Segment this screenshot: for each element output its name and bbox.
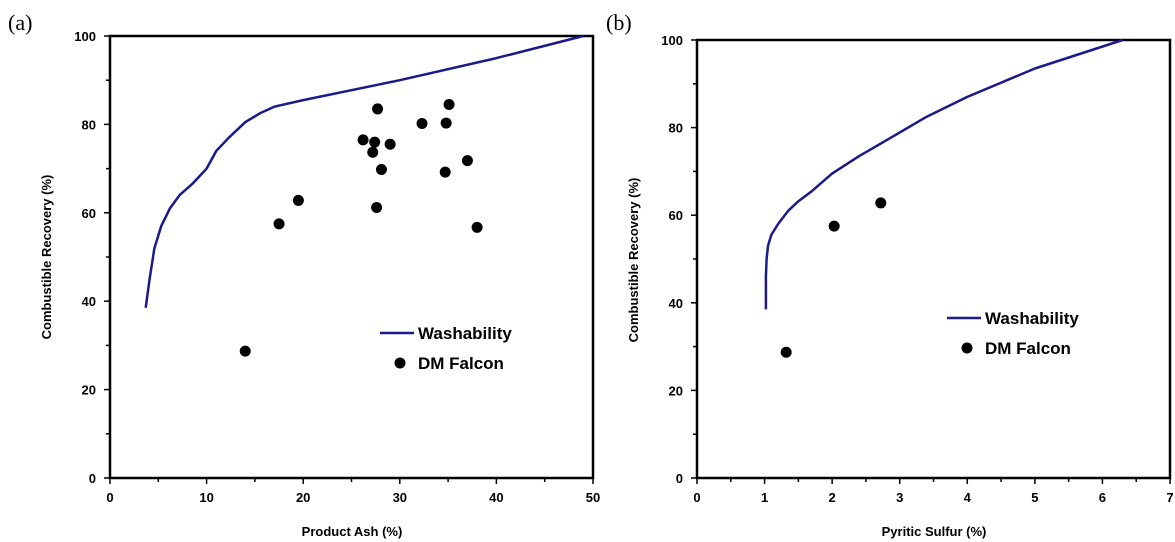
panel-label-b: (b) xyxy=(606,10,632,35)
panel-b-x-tick-label: 3 xyxy=(896,490,903,505)
panel-b-dm-falcon-point xyxy=(780,346,792,358)
panel-b-legend-label-washability: Washability xyxy=(985,309,1079,328)
panel-a-dm-falcon-point xyxy=(461,155,473,167)
panel-a-y-axis-title: Combustible Recovery (%) xyxy=(39,175,54,340)
panel-a-dm-falcon-point xyxy=(440,117,452,129)
panel-b-washability-line xyxy=(764,38,1124,310)
panel-a-x-tick-label: 20 xyxy=(296,490,310,505)
panel-label-a: (a) xyxy=(8,10,32,35)
panel-a-x-tick-label: 10 xyxy=(199,490,213,505)
panel-a-x-axis-title: Product Ash (%) xyxy=(302,524,403,539)
panel-b-x-tick-label: 1 xyxy=(761,490,768,505)
panel-a-dm-falcon-point xyxy=(416,118,428,130)
panel-a-y-tick-label: 80 xyxy=(82,117,96,132)
panel-a-x-tick-label: 50 xyxy=(586,490,600,505)
panel-a: (a) 0 10 20 30 40 50 0 20 40 60 80 100 Washability DM… xyxy=(8,10,600,539)
panel-a-y-tick-label: 0 xyxy=(89,471,96,486)
panel-a-y-tick-label: 100 xyxy=(74,29,96,44)
panel-a-legend-label-washability: Washability xyxy=(418,324,512,343)
panel-a-dm-falcon-point xyxy=(443,99,455,111)
panel-a-dm-falcon-point xyxy=(471,221,483,233)
panel-a-x-tick-label: 0 xyxy=(106,490,113,505)
panel-b-dm-falcon-point xyxy=(828,220,840,232)
panel-b: (b) 0 1 2 3 4 5 6 7 0 20 40 60 80 100 Washability DM Fa… xyxy=(606,10,1174,539)
panel-a-dm-falcon-point xyxy=(369,136,381,148)
panel-a-plot: 0 10 20 30 40 50 0 20 40 60 80 100 Washability DM Fal… xyxy=(74,29,600,505)
panel-a-dm-falcon-point xyxy=(273,218,285,230)
panel-b-x-tick-label: 7 xyxy=(1166,490,1173,505)
panel-a-dm-falcon-point xyxy=(439,166,451,178)
panel-a-y-tick-label: 60 xyxy=(82,206,96,221)
panel-b-x-tick-label: 4 xyxy=(964,490,972,505)
panel-b-y-tick-label: 60 xyxy=(669,208,683,223)
panel-b-y-tick-label: 20 xyxy=(669,383,683,398)
panel-b-y-tick-label: 40 xyxy=(669,296,683,311)
panel-b-plot-frame xyxy=(695,38,1172,480)
panel-a-dm-falcon-point xyxy=(371,201,383,213)
panel-a-x-tick-label: 30 xyxy=(393,490,407,505)
panel-a-dm-falcon-point xyxy=(384,138,396,150)
panel-a-y-tick-label: 20 xyxy=(82,383,96,398)
panel-a-x-tick-label: 40 xyxy=(489,490,503,505)
panel-a-plot-frame xyxy=(108,34,595,480)
panel-a-washability-line xyxy=(144,34,584,308)
panel-b-x-tick-label: 0 xyxy=(693,490,700,505)
panel-b-y-tick-label: 100 xyxy=(661,33,683,48)
panel-a-y-tick-label: 40 xyxy=(82,294,96,309)
panel-b-legend-swatch-dm-falcon xyxy=(961,342,973,354)
panel-a-dm-falcon-point xyxy=(239,345,251,357)
panel-a-dm-falcon-point xyxy=(367,146,379,158)
panel-b-x-axis-title: Pyritic Sulfur (%) xyxy=(882,524,987,539)
panel-b-dm-falcon-point xyxy=(875,197,887,209)
panel-a-dm-falcon-point xyxy=(292,194,304,206)
panel-a-legend-swatch-dm-falcon xyxy=(394,357,406,369)
panel-b-x-tick-label: 2 xyxy=(829,490,836,505)
panel-b-y-axis-title: Combustible Recovery (%) xyxy=(626,178,641,343)
panel-a-dm-falcon-point xyxy=(357,134,369,146)
panel-b-plot: 0 1 2 3 4 5 6 7 0 20 40 60 80 100 Washability DM Falcon xyxy=(661,33,1173,505)
panel-b-x-tick-label: 5 xyxy=(1031,490,1038,505)
panel-b-y-tick-label: 0 xyxy=(676,471,683,486)
panel-b-legend-label-dm-falcon: DM Falcon xyxy=(985,339,1071,358)
panel-b-y-tick-label: 80 xyxy=(669,121,683,136)
panel-a-dm-falcon-point xyxy=(372,103,384,115)
panel-a-dm-falcon-point xyxy=(375,163,387,175)
panel-a-legend-label-dm-falcon: DM Falcon xyxy=(418,354,504,373)
panel-b-x-tick-label: 6 xyxy=(1099,490,1106,505)
